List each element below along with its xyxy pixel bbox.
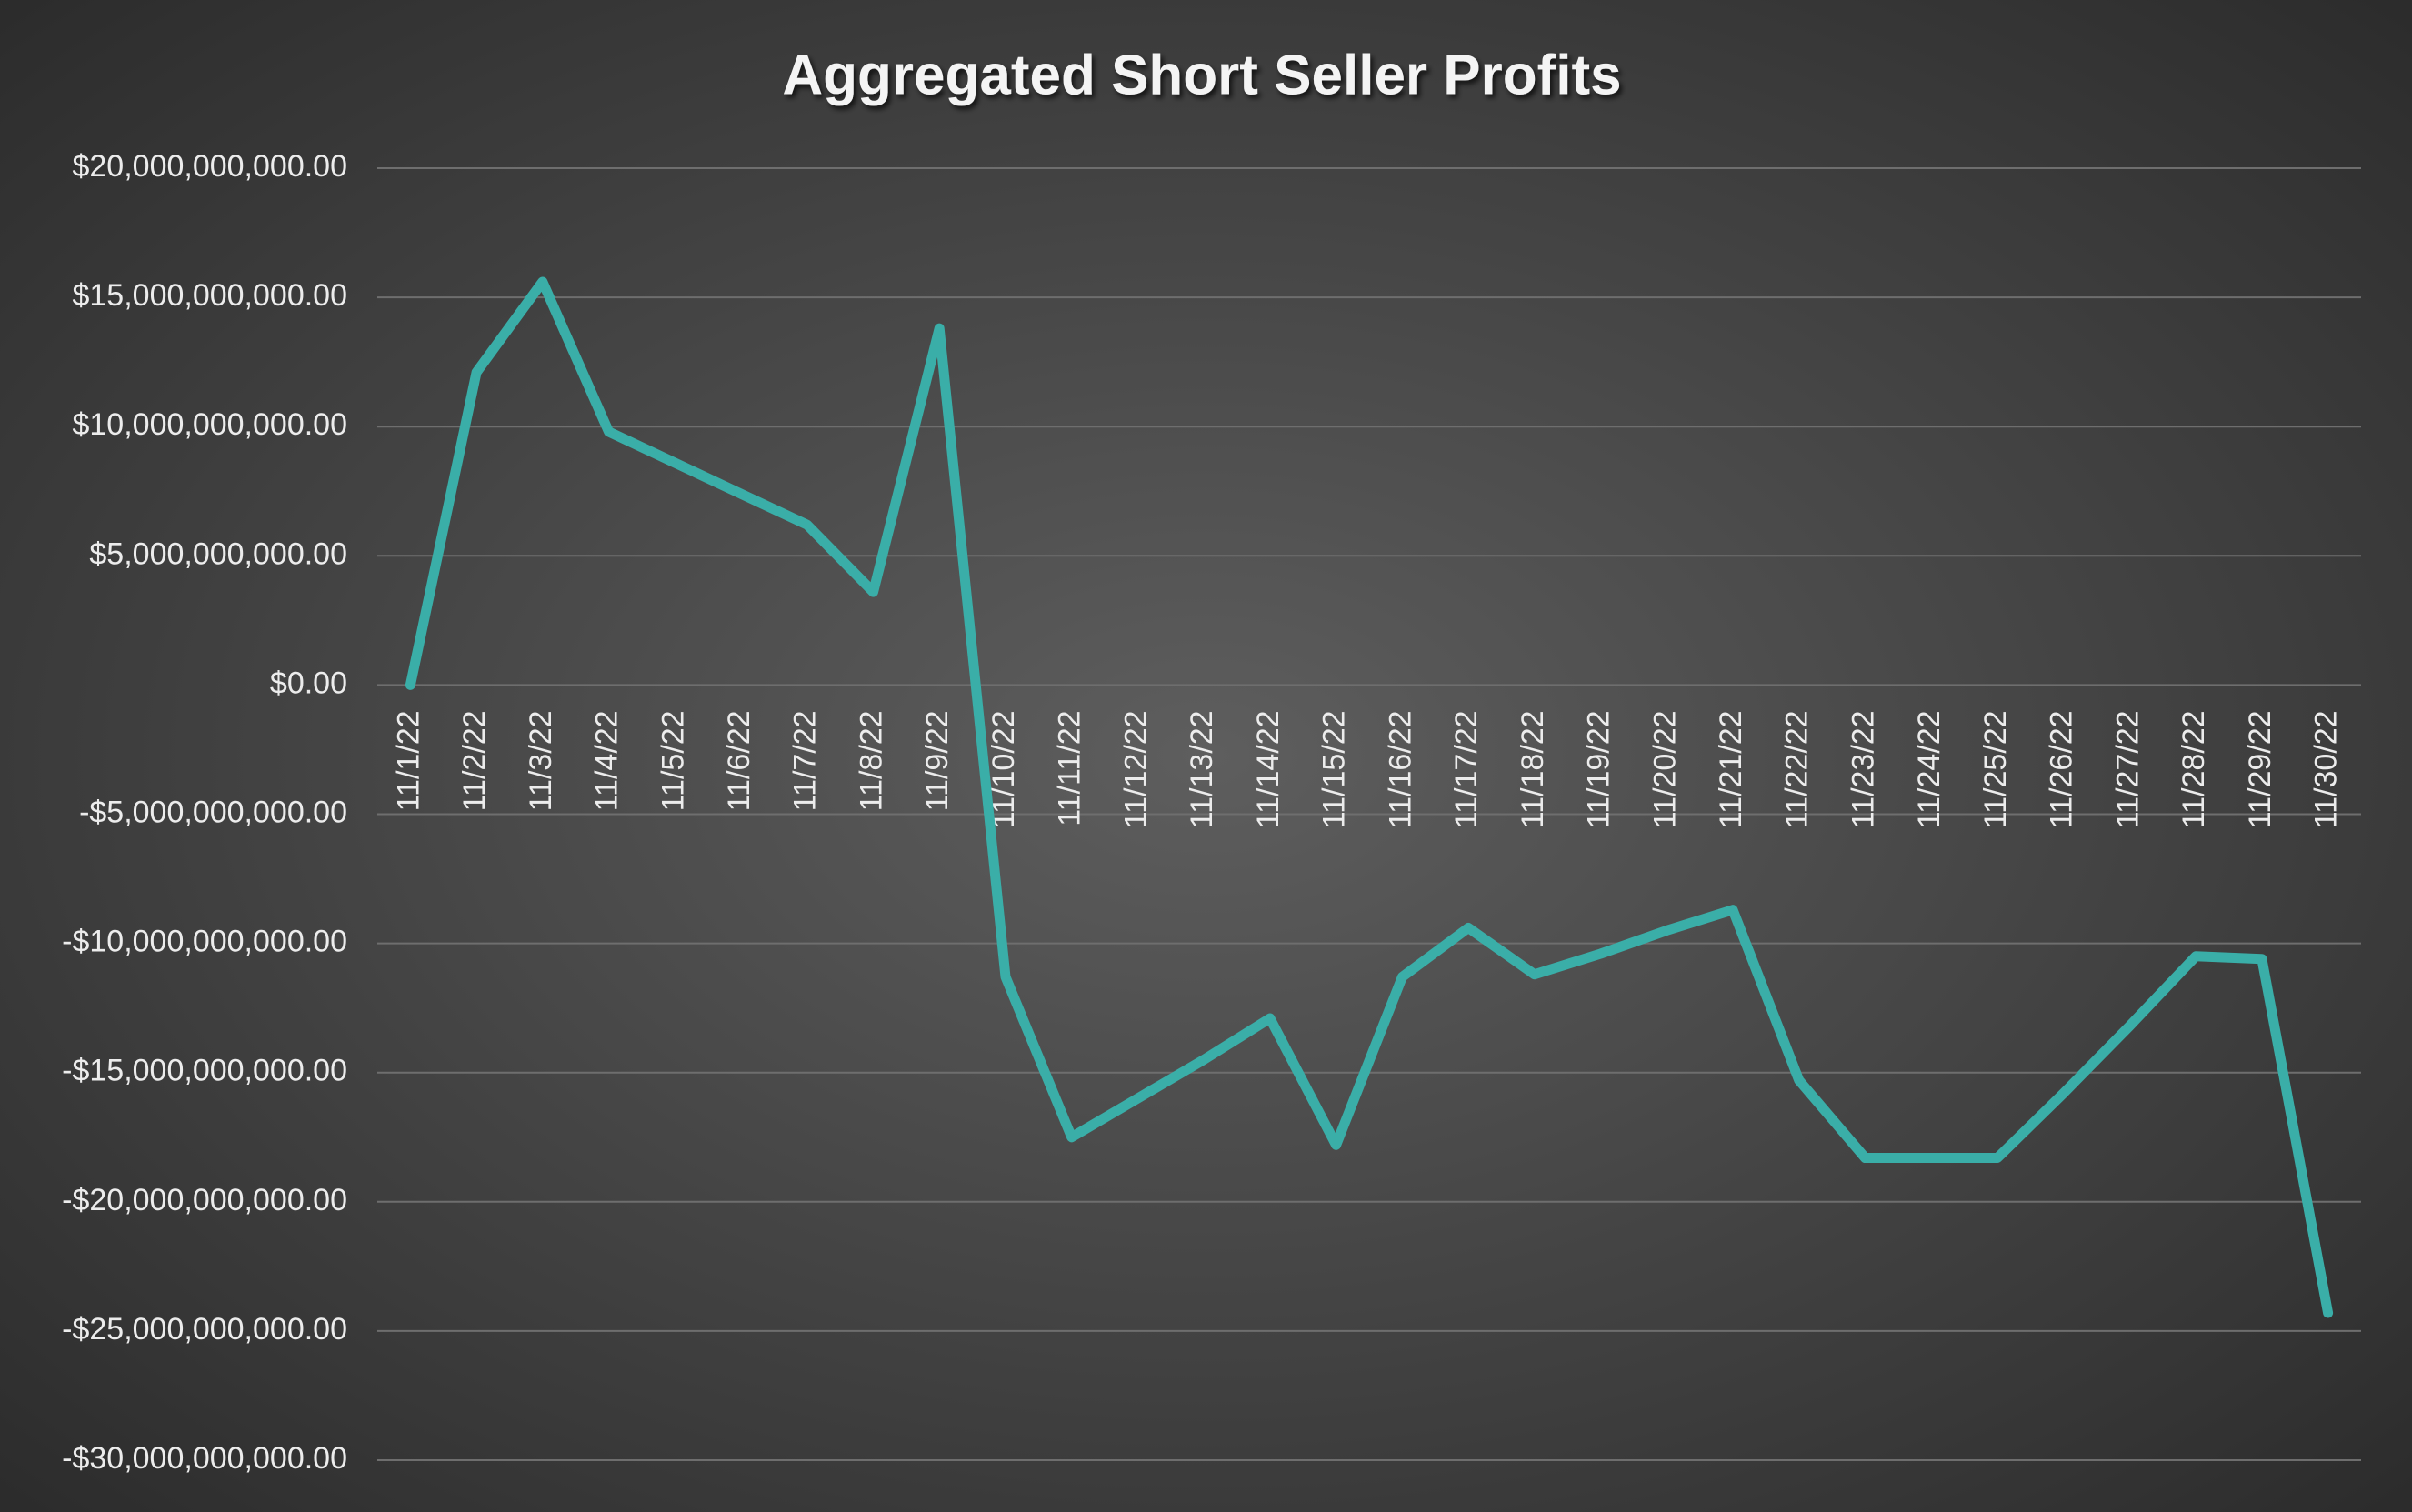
x-tick-label: 11/23/22 [1846, 710, 1880, 828]
x-tick-label: 11/12/22 [1118, 710, 1153, 828]
y-tick-label: -$15,000,000,000.00 [62, 1054, 347, 1088]
x-tick-label: 11/3/22 [524, 710, 558, 811]
x-tick-label: 11/27/22 [2110, 710, 2145, 828]
x-tick-label: 11/1/22 [391, 710, 425, 811]
x-tick-label: 11/2/22 [457, 710, 492, 811]
labels: -$30,000,000,000.00 -$25,000,000,000.00 -$… [62, 149, 2343, 1476]
x-tick-label: 11/20/22 [1647, 710, 1682, 828]
x-tick-label: 11/8/22 [854, 710, 888, 811]
y-tick-label: $20,000,000,000.00 [72, 149, 347, 184]
y-tick-label: -$25,000,000,000.00 [62, 1312, 347, 1347]
x-tick-label: 11/11/22 [1053, 710, 1087, 826]
y-tick-label: $10,000,000,000.00 [72, 407, 347, 442]
y-tick-label: $5,000,000,000.00 [89, 536, 347, 571]
x-tick-label: 11/4/22 [590, 710, 625, 811]
y-tick-label: -$20,000,000,000.00 [62, 1183, 347, 1217]
x-tick-label: 11/28/22 [2177, 710, 2211, 828]
grid [377, 167, 2361, 1461]
x-tick-label: 11/17/22 [1449, 710, 1484, 828]
x-tick-label: 11/13/22 [1185, 710, 1219, 828]
data-line [405, 276, 2334, 1318]
x-tick-label: 11/29/22 [2243, 710, 2277, 828]
x-tick-label: 11/6/22 [722, 710, 756, 811]
x-tick-label: 11/26/22 [2045, 710, 2079, 828]
x-tick-label: 11/25/22 [1978, 710, 2013, 828]
y-tick-label: -$10,000,000,000.00 [62, 925, 347, 959]
x-tick-label: 11/24/22 [1912, 710, 1947, 828]
lines [405, 276, 2334, 1318]
chart-title: Aggregated Short Seller Profits [782, 44, 1621, 106]
x-tick-label: 11/16/22 [1383, 710, 1417, 828]
x-tick-label: 11/21/22 [1714, 710, 1748, 828]
y-tick-label: $15,000,000,000.00 [72, 278, 347, 313]
x-tick-label: 11/22/22 [1780, 710, 1815, 828]
x-tick-label: 11/15/22 [1317, 710, 1352, 828]
x-tick-label: 11/9/22 [920, 710, 955, 811]
x-tick-label: 11/14/22 [1251, 710, 1286, 828]
x-tick-label: 11/30/22 [2309, 710, 2344, 828]
x-tick-label: 11/7/22 [788, 710, 823, 811]
x-tick-label: 11/5/22 [656, 710, 690, 811]
y-tick-label: $0.00 [270, 666, 347, 700]
x-tick-label: 11/18/22 [1516, 710, 1550, 828]
y-tick-label: -$5,000,000,000.00 [79, 795, 347, 829]
x-tick-label: 11/19/22 [1582, 710, 1616, 828]
y-tick-label: -$30,000,000,000.00 [62, 1441, 347, 1476]
